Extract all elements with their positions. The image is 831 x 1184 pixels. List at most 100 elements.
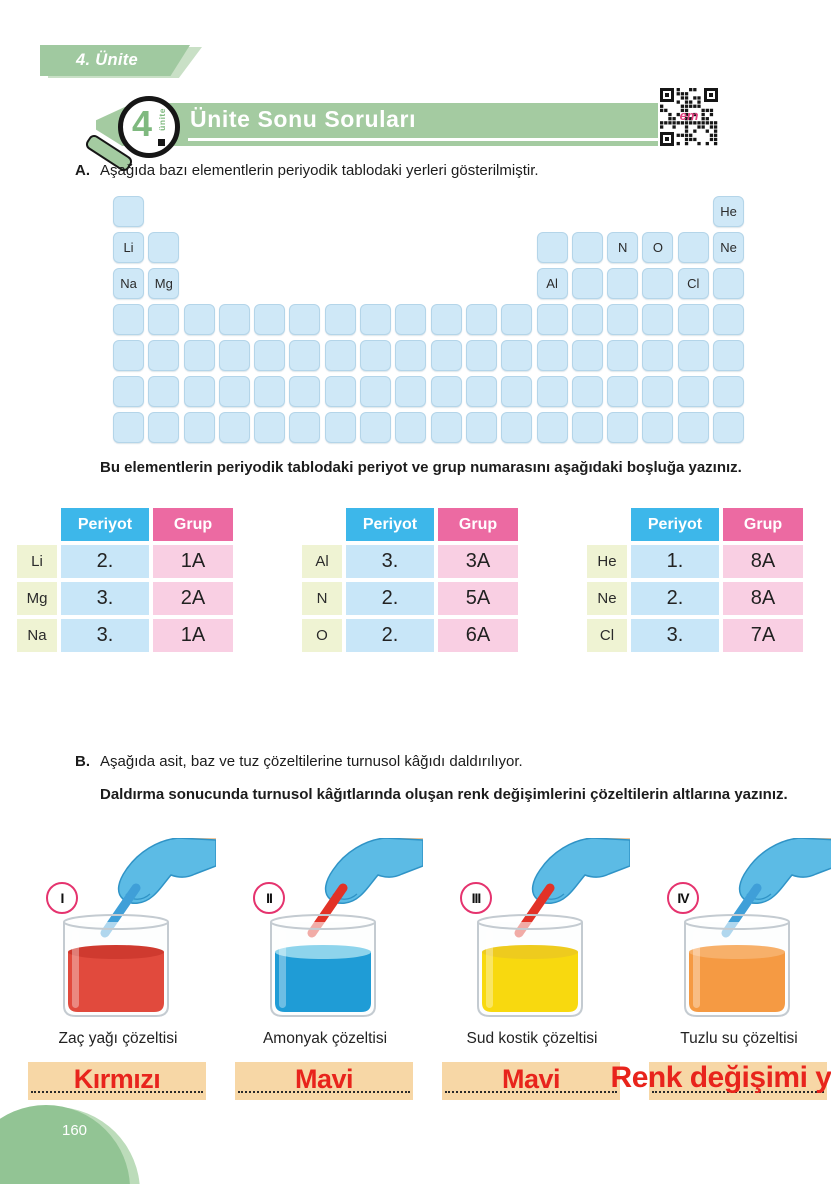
liquid-surface: [275, 945, 371, 959]
element-cell: [642, 340, 674, 371]
glass-highlight: [279, 930, 286, 1008]
element-cell: [713, 340, 745, 371]
solution-label: Sud kostik çözeltisi: [466, 1030, 598, 1047]
answer-box: Renk değişimi yok: [611, 1061, 831, 1100]
element-cell: [289, 412, 321, 443]
element-cell: [607, 340, 639, 371]
beaker-numeral-badge: III: [460, 882, 492, 914]
element-cell: [395, 340, 427, 371]
element-cell: [465, 304, 497, 335]
unit-tab-label: 4. Ünite: [40, 45, 190, 76]
element-cell: [607, 412, 639, 443]
section-b-intro-row: B. Aşağıda asit, baz ve tuz çözeltilerin…: [75, 753, 795, 770]
table-row: O 2. 6A: [302, 619, 518, 652]
element-cell: [324, 376, 356, 407]
section-a-label: A.: [75, 162, 90, 179]
beaker-rim: [270, 914, 376, 930]
answer-table-1: Periyot Grup Li 2. 1A Mg 3. 2A Na 3. 1A: [13, 504, 237, 656]
element-cell: Al: [536, 268, 568, 299]
element-cell: [395, 412, 427, 443]
element-cell: [360, 376, 392, 407]
table-row: Ne 2. 8A: [587, 582, 803, 615]
periyot-value: 2.: [346, 619, 434, 652]
element-cell: [289, 304, 321, 335]
periyot-value: 3.: [61, 619, 149, 652]
page-number: 160: [62, 1122, 88, 1139]
element-cell: Cl: [677, 268, 709, 299]
element-symbol: Na: [17, 619, 57, 652]
element-cell: [536, 412, 568, 443]
qr-code: em: [658, 86, 720, 148]
table-corner: [302, 508, 342, 541]
element-cell: [289, 340, 321, 371]
element-cell: [148, 304, 180, 335]
element-cell: [642, 412, 674, 443]
element-cell: [571, 232, 603, 263]
periyot-value: 3.: [346, 545, 434, 578]
element-cell: [254, 412, 286, 443]
element-cell: Na: [113, 268, 144, 299]
element-cell: [148, 340, 180, 371]
element-cell: [113, 340, 144, 371]
gloved-hand-icon: [324, 837, 424, 904]
element-cell: [324, 304, 356, 335]
element-cell: [607, 376, 639, 407]
beaker-numeral-badge: IV: [667, 882, 699, 914]
periyot-value: 3.: [61, 582, 149, 615]
element-symbol: Al: [302, 545, 342, 578]
element-cell: [113, 196, 144, 227]
page-title: Ünite Sonu Soruları: [190, 106, 417, 132]
element-symbol: N: [302, 582, 342, 615]
dotted-line: [31, 1091, 203, 1093]
periyot-value: 2.: [346, 582, 434, 615]
element-cell: [713, 376, 745, 407]
periyot-value: 3.: [631, 619, 719, 652]
element-cell: [183, 376, 215, 407]
element-cell: [501, 304, 533, 335]
element-cell: [571, 268, 603, 299]
grup-value: 1A: [153, 545, 233, 578]
unit-tab: 4. Ünite: [40, 45, 202, 78]
table-corner: [587, 508, 627, 541]
table-row: He 1. 8A: [587, 545, 803, 578]
beaker-figure: IV Tuzlu su çözeltisi: [641, 837, 831, 1060]
handwritten-answer: Mavi: [294, 1064, 354, 1094]
answer-box: Kırmızı: [28, 1062, 206, 1100]
unit-number-label: ünite: [157, 108, 167, 131]
answer-table-2: Periyot Grup Al 3. 3A N 2. 5A O 2. 6A: [298, 504, 522, 656]
section-a-intro: Aşağıda bazı elementlerin periyodik tabl…: [100, 162, 539, 179]
element-symbol: O: [302, 619, 342, 652]
element-cell: [677, 340, 709, 371]
element-cell: [571, 340, 603, 371]
element-cell: Ne: [713, 232, 745, 263]
table-row: Mg 3. 2A: [17, 582, 233, 615]
grup-value: 5A: [438, 582, 518, 615]
solution-label: Amonyak çözeltisi: [262, 1030, 388, 1047]
element-cell: [571, 304, 603, 335]
element-cell: [183, 340, 215, 371]
table-row: Li 2. 1A: [17, 545, 233, 578]
table-row: Cl 3. 7A: [587, 619, 803, 652]
liquid-surface: [68, 945, 164, 959]
table-row: Al 3. 3A: [302, 545, 518, 578]
qr-logo: em: [680, 108, 699, 123]
beaker-rim: [63, 914, 169, 930]
element-cell: [430, 304, 462, 335]
gloved-hand-icon: [738, 837, 831, 904]
element-cell: N: [607, 232, 639, 263]
section-b-label: B.: [75, 753, 90, 770]
beaker-liquid: [689, 952, 785, 1012]
grup-value: 3A: [438, 545, 518, 578]
grup-value: 6A: [438, 619, 518, 652]
beaker-liquid: [275, 952, 371, 1012]
element-cell: [642, 376, 674, 407]
solution-label: Tuzlu su çözeltisi: [680, 1030, 798, 1047]
beaker-rim: [684, 914, 790, 930]
element-cell: [218, 376, 250, 407]
grup-value: 1A: [153, 619, 233, 652]
element-cell: [183, 304, 215, 335]
handwritten-answer: Mavi: [501, 1064, 561, 1094]
element-cell: [254, 376, 286, 407]
element-cell: [677, 376, 709, 407]
section-b-instruction: Daldırma sonucunda turnusol kâğıtlarında…: [100, 786, 788, 803]
